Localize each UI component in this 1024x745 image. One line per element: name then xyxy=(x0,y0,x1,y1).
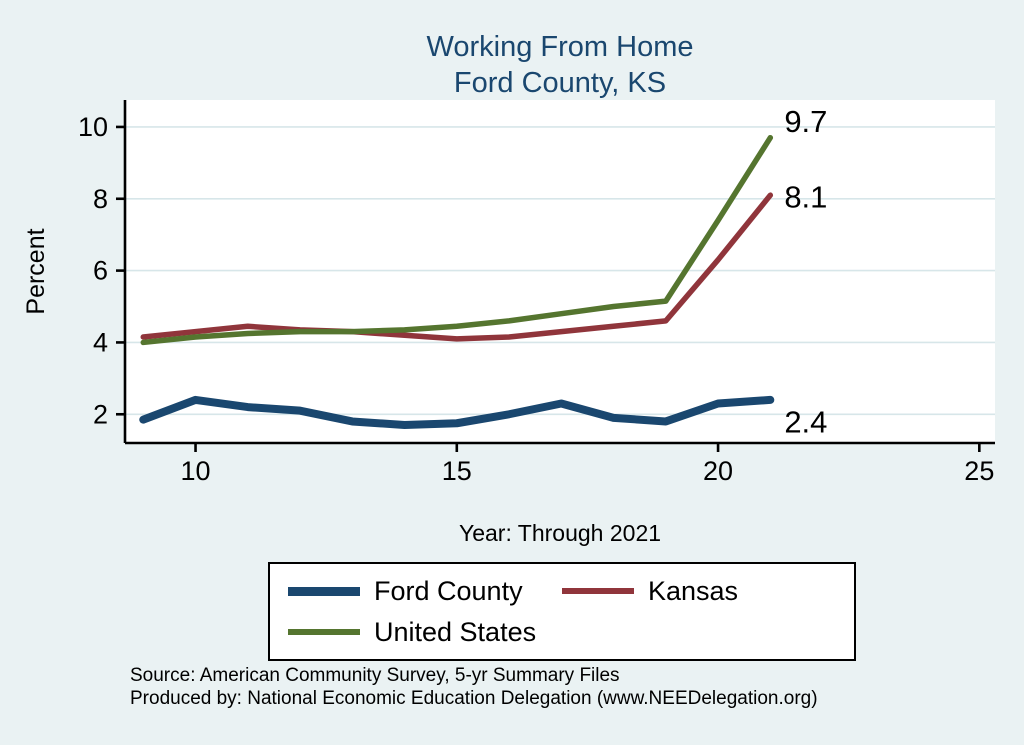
svg-text:8.1: 8.1 xyxy=(784,180,827,215)
source-note: Source: American Community Survey, 5-yr … xyxy=(130,664,818,710)
legend-swatch-ford-county xyxy=(288,586,360,596)
legend-label-ford-county: Ford County xyxy=(374,575,523,606)
legend-swatch-united-states xyxy=(288,629,360,635)
svg-text:20: 20 xyxy=(703,456,733,486)
svg-text:4: 4 xyxy=(93,327,108,357)
source-line: Source: American Community Survey, 5-yr … xyxy=(130,665,620,686)
produced-by-line: Produced by: National Economic Education… xyxy=(130,688,818,709)
svg-text:2: 2 xyxy=(93,399,108,429)
chart-title-line1: Working From Home xyxy=(426,31,694,63)
svg-text:9.7: 9.7 xyxy=(784,104,827,139)
svg-text:8: 8 xyxy=(93,184,108,214)
svg-text:2.4: 2.4 xyxy=(784,404,827,439)
chart-title-line2: Ford County, KS xyxy=(453,67,667,99)
chart-title: Working From Home Ford County, KS xyxy=(125,29,995,101)
svg-text:10: 10 xyxy=(78,112,108,142)
svg-text:25: 25 xyxy=(964,456,994,486)
legend-swatch-kansas xyxy=(562,588,634,594)
legend-item-ford-county: Ford County xyxy=(288,576,562,607)
legend-label-united-states: United States xyxy=(374,616,537,647)
legend: Ford County Kansas United States xyxy=(268,562,856,661)
legend-label-kansas: Kansas xyxy=(648,575,739,606)
svg-text:6: 6 xyxy=(93,256,108,286)
svg-text:Percent: Percent xyxy=(22,228,50,314)
x-axis-label: Year: Through 2021 xyxy=(458,520,662,546)
legend-item-united-states: United States xyxy=(288,617,562,648)
legend-item-kansas: Kansas xyxy=(562,576,836,607)
svg-text:10: 10 xyxy=(181,456,211,486)
svg-text:15: 15 xyxy=(442,456,472,486)
